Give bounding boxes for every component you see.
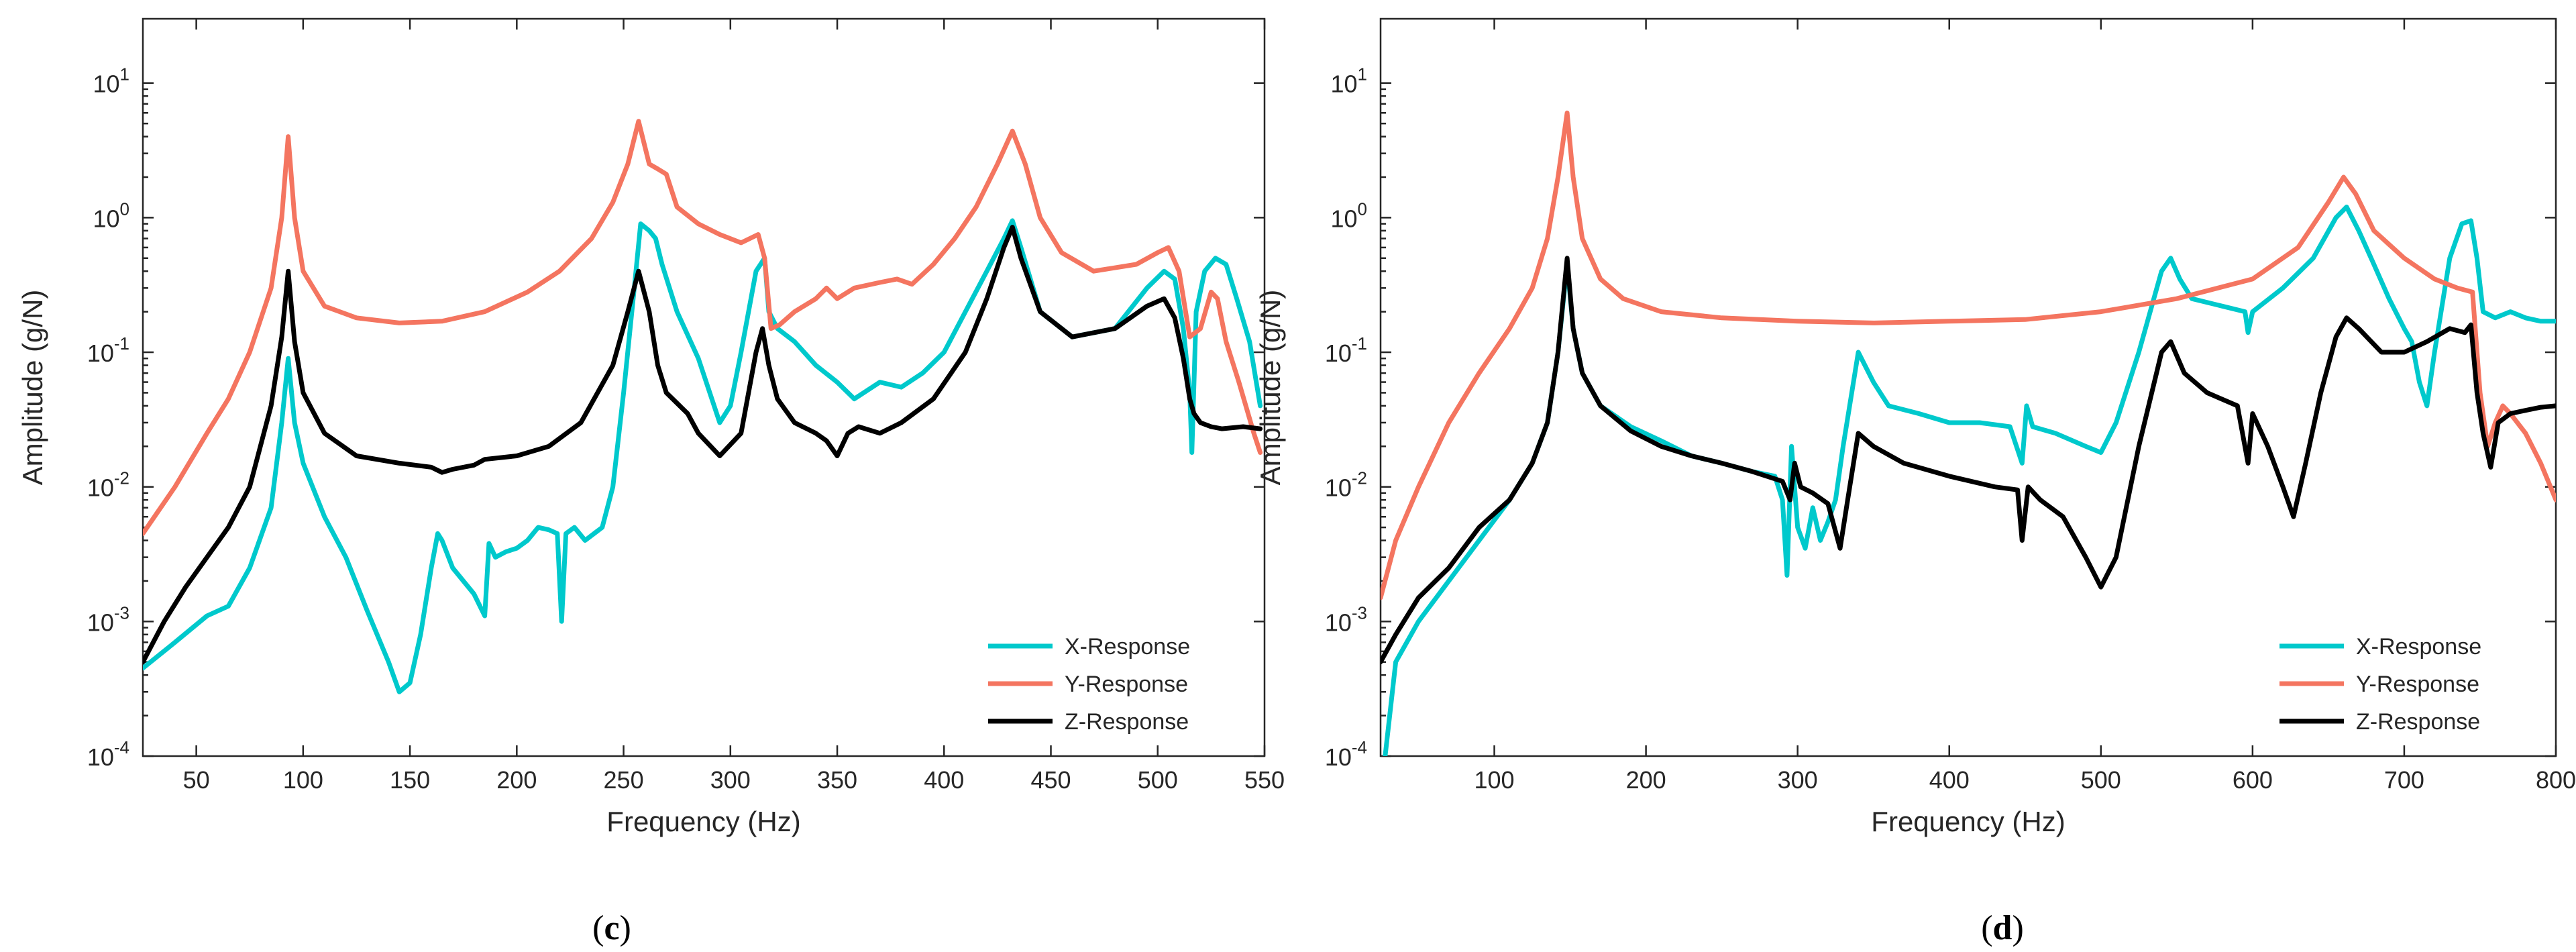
x-tick-label: 150 [390, 766, 430, 794]
x-axis-label: Frequency (Hz) [1871, 806, 2065, 837]
y-tick-exponent: 0 [120, 199, 129, 219]
y-tick-label: 10-4 [1325, 737, 1367, 771]
legend-label: X-Response [2356, 634, 2481, 659]
y-tick-base: 10 [1325, 474, 1352, 502]
y-tick-base: 10 [1330, 205, 1357, 232]
y-tick-base: 10 [87, 474, 114, 502]
y-tick-base: 10 [93, 205, 119, 232]
y-tick-label: 10-2 [87, 468, 129, 502]
y-tick-base: 10 [1325, 339, 1352, 367]
x-tick-label: 550 [1244, 766, 1285, 794]
legend: X-Response Y-Response Z-Response [2279, 634, 2481, 735]
series-lines [143, 119, 1263, 694]
panel-caption-letter: c [604, 909, 619, 947]
y-tick-exponent: -1 [1352, 333, 1367, 354]
y-tick-label: 101 [93, 64, 129, 98]
x-tick-label: 200 [1626, 766, 1666, 794]
x-tick-label: 500 [2081, 766, 2121, 794]
x-tick-label: 400 [924, 766, 964, 794]
y-tick-label: 10-3 [1325, 602, 1367, 636]
y-tick-exponent: 0 [1358, 199, 1367, 219]
y-tick-label: 10-2 [1325, 468, 1367, 502]
legend-label: Y-Response [1065, 672, 1188, 697]
y-tick-base: 10 [93, 70, 119, 98]
x-tick-label: 100 [1474, 766, 1515, 794]
legend-label: Z-Response [1065, 709, 1189, 735]
y-tick-label: 10-4 [87, 737, 129, 771]
panel-caption: (d) [1981, 909, 2024, 947]
x-tick-label: 800 [2536, 766, 2576, 794]
y-tick-label: 101 [1330, 64, 1367, 98]
y-tick-exponent: -3 [1352, 602, 1367, 623]
series-line-z-response [1381, 256, 2556, 665]
x-tick-label: 700 [2384, 766, 2424, 794]
x-tick-label: 300 [710, 766, 751, 794]
y-tick-exponent: -1 [114, 333, 129, 354]
y-tick-label: 100 [93, 199, 129, 232]
y-tick-base: 10 [87, 743, 114, 771]
y-tick-label: 10-1 [87, 333, 129, 367]
y-tick-exponent: -2 [114, 468, 129, 488]
plot-area-frame [1379, 17, 2557, 757]
legend: X-Response Y-Response Z-Response [988, 634, 1190, 735]
x-tick-label: 450 [1030, 766, 1071, 794]
x-tick-label: 350 [817, 766, 857, 794]
y-axis-label: Amplitude (g/N) [1254, 290, 1286, 486]
x-axis-label: Frequency (Hz) [606, 806, 800, 837]
x-tick-label: 200 [496, 766, 537, 794]
x-tick-label: 600 [2233, 766, 2273, 794]
x-tick-label: 300 [1778, 766, 1818, 794]
series-line-y-response [143, 119, 1263, 536]
panel-caption: (c) [592, 909, 631, 947]
x-tick-label: 400 [1929, 766, 1970, 794]
chart-panel-d: 100 200 300 400 500 600 700 80010-410-310-210-1… [1254, 17, 2576, 837]
y-tick-base: 10 [87, 609, 114, 636]
series-lines [1381, 110, 2556, 756]
chart-panel-c: 50 100 150 200 250 300 350 400 450 500 55010-410-3… [17, 17, 1285, 837]
x-tick-label: 500 [1138, 766, 1178, 794]
y-tick-base: 10 [1330, 70, 1357, 98]
plot-area-frame [142, 17, 1266, 757]
y-tick-exponent: -4 [1352, 737, 1367, 757]
series-line-y-response [1381, 110, 2556, 600]
series-line-x-response [143, 218, 1263, 694]
y-axis-label: Amplitude (g/N) [17, 290, 48, 486]
y-tick-exponent: 1 [1358, 64, 1367, 85]
y-tick-base: 10 [87, 339, 114, 367]
y-tick-exponent: -2 [1352, 468, 1367, 488]
y-tick-label: 10-3 [87, 602, 129, 636]
y-tick-label: 10-1 [1325, 333, 1367, 367]
y-tick-exponent: -3 [114, 602, 129, 623]
x-tick-label: 250 [604, 766, 644, 794]
y-tick-label: 100 [1330, 199, 1367, 232]
legend-label: X-Response [1065, 634, 1190, 659]
y-tick-exponent: 1 [120, 64, 129, 85]
legend-label: Y-Response [2356, 672, 2479, 697]
x-tick-label: 100 [283, 766, 323, 794]
x-tick-label: 50 [183, 766, 210, 794]
y-tick-base: 10 [1325, 609, 1352, 636]
y-tick-base: 10 [1325, 743, 1352, 771]
legend-label: Z-Response [2356, 709, 2480, 735]
series-line-z-response [143, 225, 1263, 665]
panel-caption-letter: d [1993, 909, 2012, 947]
y-tick-exponent: -4 [114, 737, 129, 757]
